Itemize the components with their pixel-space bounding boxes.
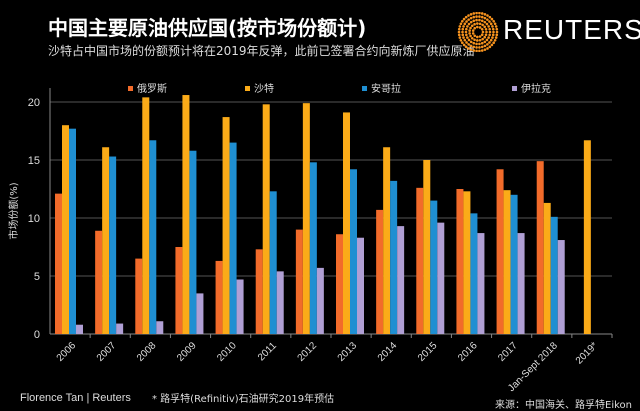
x-tick-label: 2008 [135, 340, 159, 364]
bar [116, 323, 124, 334]
bar [215, 260, 223, 334]
bar [376, 209, 384, 334]
bar [156, 321, 164, 334]
bar [350, 169, 357, 334]
bar [536, 161, 544, 334]
bar [470, 213, 478, 334]
y-axis-label: 市场份额(%) [7, 182, 20, 239]
y-tick-label: 15 [28, 155, 40, 167]
bar [102, 147, 110, 334]
bar [182, 95, 190, 334]
x-tick-label: 2006 [55, 340, 79, 364]
bar [276, 271, 284, 334]
legend-label: 伊拉克 [521, 82, 551, 95]
bar [343, 112, 350, 334]
bar [109, 156, 117, 334]
x-tick-label: 2012 [296, 340, 320, 364]
bar [510, 194, 518, 334]
bar [69, 128, 76, 334]
bar [583, 140, 591, 334]
legend-swatch [128, 86, 133, 91]
bar [477, 233, 485, 334]
bar [390, 180, 398, 334]
bar [383, 147, 391, 334]
bar [517, 233, 525, 334]
bar [496, 169, 504, 334]
legend-label: 安哥拉 [371, 82, 401, 95]
chart-subtitle: 沙特占中国市场的份额预计将在2019年反弹，此前已签署合约向新炼厂供应原油 [48, 44, 475, 58]
bar [135, 258, 143, 334]
legend-swatch [512, 86, 517, 91]
x-tick-label: 2014 [376, 340, 400, 364]
bar [262, 104, 270, 334]
bar [95, 230, 103, 334]
bar [189, 150, 197, 334]
bar [423, 160, 431, 334]
bar [550, 216, 558, 334]
bar [302, 103, 310, 334]
bar [62, 125, 69, 334]
legend-label: 俄罗斯 [137, 82, 167, 95]
bar [416, 187, 424, 334]
x-tick-label: 2013 [336, 340, 360, 364]
x-tick-label: 2011 [256, 340, 279, 363]
x-tick-label: 2015 [416, 340, 440, 364]
bar [463, 191, 471, 334]
bar [316, 267, 324, 334]
bar [336, 234, 343, 334]
bar [309, 162, 317, 334]
legend-label: 沙特 [254, 83, 274, 95]
bar [76, 324, 83, 334]
x-tick-label: 2007 [95, 340, 119, 364]
bar [269, 191, 277, 334]
bar [229, 142, 237, 334]
bar [557, 240, 565, 334]
bar [430, 200, 438, 334]
legend-swatch [362, 86, 367, 91]
bar [295, 229, 303, 334]
x-tick-label: 2017 [496, 340, 520, 364]
bar [175, 247, 183, 334]
source-note: 来源：中国海关、路孚特Eikon [495, 400, 632, 411]
y-tick-label: 0 [34, 329, 40, 341]
bar [222, 117, 230, 334]
reuters-brand: REUTERS [503, 14, 640, 45]
bar [437, 222, 445, 334]
bar [543, 202, 551, 334]
bar [149, 140, 157, 334]
footnote: * 路孚特(Refinitiv)石油研究2019年预估 [152, 394, 335, 405]
x-tick-label: 2016 [456, 340, 480, 364]
y-tick-label: 5 [34, 271, 40, 283]
bar [142, 97, 150, 334]
bar [236, 279, 244, 334]
bar [397, 226, 405, 334]
credit: Florence Tan | Reuters [20, 392, 131, 404]
x-tick-label: 2010 [215, 340, 239, 364]
bar [196, 293, 204, 334]
y-tick-label: 10 [28, 213, 40, 225]
bar [357, 237, 364, 334]
bar [255, 249, 263, 334]
x-tick-label: 2009 [175, 340, 199, 364]
x-tick-label: 2019* [574, 340, 600, 366]
y-tick-label: 20 [28, 97, 40, 109]
legend-swatch [245, 86, 250, 91]
bar [55, 193, 62, 334]
bar [503, 190, 511, 334]
bar [456, 189, 464, 334]
reuters-logo-icon [457, 12, 499, 52]
chart-title: 中国主要原油供应国(按市场份额计) [48, 16, 367, 40]
